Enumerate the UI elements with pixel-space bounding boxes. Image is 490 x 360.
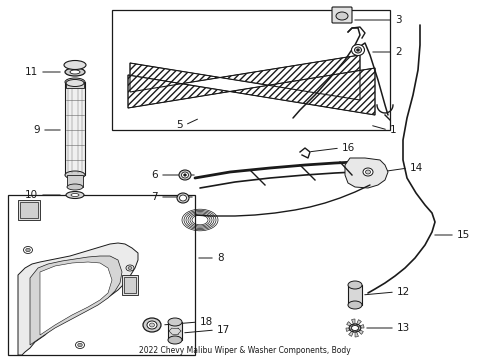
- Ellipse shape: [24, 247, 32, 253]
- Ellipse shape: [357, 49, 360, 51]
- Polygon shape: [345, 158, 388, 188]
- Ellipse shape: [66, 192, 84, 198]
- Ellipse shape: [363, 168, 373, 176]
- Text: 1: 1: [390, 125, 396, 135]
- Text: 4: 4: [131, 88, 138, 98]
- Ellipse shape: [26, 248, 30, 252]
- Ellipse shape: [67, 184, 83, 190]
- Bar: [348, 285, 362, 305]
- Text: 17: 17: [217, 325, 230, 335]
- Ellipse shape: [128, 266, 132, 270]
- Bar: [67, 175, 83, 187]
- Bar: [18, 200, 40, 220]
- Ellipse shape: [126, 265, 134, 271]
- Text: 9: 9: [33, 125, 40, 135]
- Text: 11: 11: [25, 67, 38, 77]
- Bar: [124, 277, 136, 293]
- Text: 18: 18: [200, 317, 213, 327]
- Ellipse shape: [366, 170, 370, 174]
- Ellipse shape: [75, 342, 84, 348]
- Text: 2: 2: [395, 47, 402, 57]
- Wedge shape: [351, 319, 355, 328]
- Ellipse shape: [168, 318, 182, 326]
- Ellipse shape: [149, 323, 154, 327]
- Ellipse shape: [65, 171, 85, 179]
- Text: 12: 12: [397, 287, 410, 297]
- Wedge shape: [355, 328, 359, 337]
- Text: 13: 13: [397, 323, 410, 333]
- Ellipse shape: [336, 12, 348, 20]
- Wedge shape: [349, 328, 355, 336]
- Wedge shape: [355, 325, 364, 328]
- Ellipse shape: [351, 325, 359, 330]
- Wedge shape: [347, 321, 355, 328]
- Polygon shape: [130, 55, 360, 100]
- Polygon shape: [30, 256, 122, 345]
- Text: 3: 3: [395, 15, 402, 25]
- Ellipse shape: [348, 301, 362, 309]
- Bar: [122, 275, 138, 295]
- Text: 6: 6: [151, 170, 158, 180]
- Bar: [8, 195, 195, 355]
- Ellipse shape: [179, 195, 187, 201]
- Ellipse shape: [66, 80, 84, 86]
- Polygon shape: [128, 68, 375, 115]
- Ellipse shape: [143, 318, 161, 332]
- Ellipse shape: [71, 194, 79, 197]
- Ellipse shape: [65, 68, 85, 76]
- Text: 2022 Chevy Malibu Wiper & Washer Components, Body: 2022 Chevy Malibu Wiper & Washer Compone…: [139, 346, 351, 355]
- Ellipse shape: [64, 60, 86, 69]
- Text: 14: 14: [410, 163, 423, 173]
- Ellipse shape: [78, 343, 82, 347]
- Bar: [20, 202, 38, 218]
- Bar: [168, 322, 182, 340]
- Ellipse shape: [70, 70, 80, 74]
- Wedge shape: [355, 328, 363, 334]
- Ellipse shape: [147, 321, 157, 329]
- Ellipse shape: [177, 193, 189, 203]
- Wedge shape: [355, 320, 361, 328]
- Text: 10: 10: [25, 190, 38, 200]
- Ellipse shape: [348, 281, 362, 289]
- Wedge shape: [346, 328, 355, 332]
- Bar: [66, 82, 84, 88]
- FancyBboxPatch shape: [332, 7, 352, 23]
- Text: 5: 5: [176, 120, 183, 130]
- Ellipse shape: [168, 336, 182, 344]
- Text: 8: 8: [217, 253, 223, 263]
- Bar: [65, 82, 85, 175]
- Polygon shape: [40, 262, 112, 335]
- Ellipse shape: [183, 174, 187, 176]
- Ellipse shape: [354, 47, 362, 53]
- Text: 16: 16: [342, 143, 355, 153]
- Bar: [112, 10, 390, 130]
- Ellipse shape: [181, 172, 189, 178]
- Ellipse shape: [179, 170, 191, 180]
- Ellipse shape: [351, 45, 365, 55]
- Ellipse shape: [65, 78, 85, 86]
- Text: 15: 15: [457, 230, 470, 240]
- Polygon shape: [18, 243, 138, 355]
- Text: 7: 7: [151, 192, 158, 202]
